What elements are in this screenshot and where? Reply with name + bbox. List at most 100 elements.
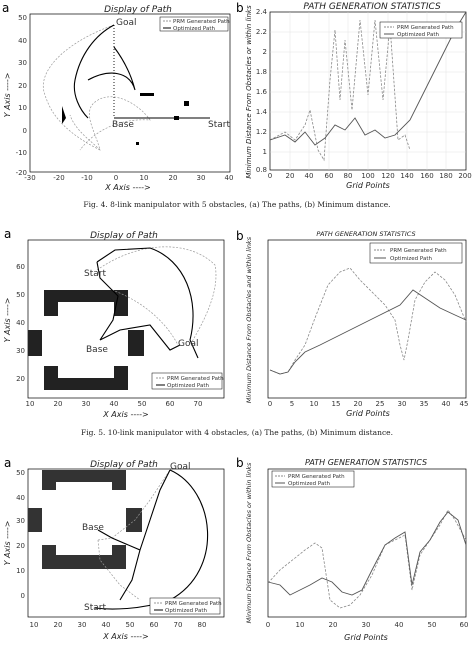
fig6-obstacle — [42, 555, 126, 569]
tick-label: 0 — [23, 127, 27, 135]
fig5-a-ylabel: Y Axis ----> — [3, 298, 12, 343]
tick-label: 0.8 — [256, 166, 267, 174]
tick-label: 0 — [268, 400, 272, 408]
fig4-a-base-label: Base — [112, 120, 134, 130]
fig6-obstacle — [42, 482, 56, 490]
fig4-a-axes — [29, 13, 231, 173]
tick-label: 60 — [16, 263, 25, 271]
tick-label: 50 — [16, 469, 25, 477]
tick-label: 35 — [420, 400, 429, 408]
fig4-obstacle — [184, 101, 189, 106]
fig4-a-xlabel: X Axis ----> — [104, 183, 150, 192]
tick-label: 1.8 — [256, 68, 267, 76]
tick-label: 10 — [26, 400, 35, 408]
fig4-a-start-label: Start — [208, 120, 230, 130]
fig5-a-start-label: Start — [84, 269, 106, 279]
tick-label: 80 — [344, 172, 353, 180]
fig5-left-panel: a Display of Path Start Base Goal PRM Ge… — [3, 227, 225, 419]
tick-label: 20 — [18, 82, 27, 90]
tick-label: 10 — [18, 104, 27, 112]
tick-label: 10 — [30, 621, 39, 629]
fig6-a-letter: a — [4, 456, 11, 470]
fig6-left-panel: a Display of Path Goal Base Start PRM Ge… — [3, 456, 225, 641]
fig5-b-legend-prm: PRM Generated Path — [390, 248, 447, 254]
tick-label: 20 — [169, 174, 178, 182]
tick-label: 20 — [329, 621, 338, 629]
tick-label: 0 — [21, 592, 25, 600]
fig4-obstacle — [62, 106, 66, 124]
tick-label: 0 — [114, 174, 118, 182]
tick-label: 20 — [16, 542, 25, 550]
tick-label: 20 — [54, 621, 63, 629]
tick-label: 20 — [16, 375, 25, 383]
fig6-b-legend-prm: PRM Generated Path — [288, 474, 345, 480]
tick-label: 5 — [290, 400, 294, 408]
tick-label: 40 — [16, 494, 25, 502]
fig6-obstacle — [28, 508, 42, 532]
fig6-a-prm-path — [97, 469, 171, 601]
tick-label: 40 — [395, 621, 404, 629]
fig5-obstacle — [44, 302, 58, 316]
fig6-b-title: PATH GENERATION STATISTICS — [305, 458, 427, 467]
fig6-a-xticks: 10 20 30 40 50 60 70 80 — [30, 621, 207, 629]
fig5-a-prm-path — [96, 246, 217, 346]
tick-label: 40 — [305, 172, 314, 180]
fig6-a-goal-label: Goal — [170, 462, 191, 472]
tick-label: 10 — [16, 567, 25, 575]
tick-label: 2 — [263, 48, 267, 56]
tick-label: 1.4 — [256, 108, 268, 116]
fig6-b-legend-opt: Optimized Path — [288, 481, 330, 487]
tick-label: 140 — [400, 172, 413, 180]
fig6-obstacle — [42, 545, 56, 555]
fig6-b-ylabel: Minimum Distance From Obstacles or withi… — [245, 462, 253, 623]
fig5-obstacle — [44, 366, 58, 378]
tick-label: 10 — [140, 174, 149, 182]
fig5-a-optimized-path — [96, 247, 199, 359]
fig4-b-prm-series — [269, 19, 411, 162]
tick-label: 2.4 — [256, 8, 268, 16]
tick-label: 160 — [420, 172, 433, 180]
fig4-b-ylabel: Minimum Distance From Obstacles or withi… — [245, 5, 253, 179]
fig6-right-panel: b PATH GENERATION STATISTICS PRM Generat… — [236, 456, 468, 642]
tick-label: 40 — [102, 621, 111, 629]
tick-label: 30 — [78, 621, 87, 629]
fig5-a-xlabel: X Axis ----> — [102, 410, 148, 419]
fig4-a-legend — [159, 16, 229, 32]
fig6-a-ylabel: Y Axis ----> — [3, 521, 12, 566]
fig6-b-axes — [267, 468, 467, 618]
tick-label: 50 — [428, 621, 437, 629]
fig4-obstacle — [136, 142, 139, 145]
tick-label: 10 — [310, 400, 319, 408]
fig4-a-optimized-path — [73, 24, 210, 119]
fig6-a-legend — [149, 597, 221, 615]
fig4-b-title: PATH GENERATION STATISTICS — [303, 2, 441, 12]
tick-label: -20 — [53, 174, 64, 182]
tick-label: 25 — [376, 400, 385, 408]
fig6-b-xticks: 0 10 20 30 40 50 60 — [266, 621, 469, 629]
fig6-a-xlabel: X Axis ----> — [102, 632, 148, 641]
tick-label: 70 — [194, 400, 203, 408]
tick-label: 20 — [54, 400, 63, 408]
fig5-a-legend-prm: PRM Generated Path — [167, 376, 224, 382]
tick-label: 30 — [362, 621, 371, 629]
tick-label: 120 — [381, 172, 394, 180]
fig5-obstacle — [114, 302, 128, 316]
tick-label: 180 — [439, 172, 452, 180]
fig5-b-letter: b — [236, 229, 244, 243]
fig4-a-title: Display of Path — [104, 5, 172, 15]
tick-label: 30 — [197, 174, 206, 182]
fig5-a-goal-label: Goal — [178, 339, 199, 349]
fig6-b-letter: b — [236, 456, 244, 470]
tick-label: 100 — [361, 172, 374, 180]
fig4-a-letter: a — [2, 1, 9, 15]
fig6-obstacle — [42, 470, 126, 482]
fig4-a-goal-label: Goal — [116, 18, 137, 28]
fig5-a-legend-opt: Optimized Path — [167, 383, 209, 389]
fig4-b-letter: b — [236, 1, 244, 15]
tick-label: 45 — [460, 400, 469, 408]
tick-label: 50 — [126, 621, 135, 629]
fig4-a-prm-path — [43, 24, 151, 151]
fig5-b-xlabel: Grid Points — [346, 409, 390, 418]
fig5-obstacle — [44, 378, 128, 390]
